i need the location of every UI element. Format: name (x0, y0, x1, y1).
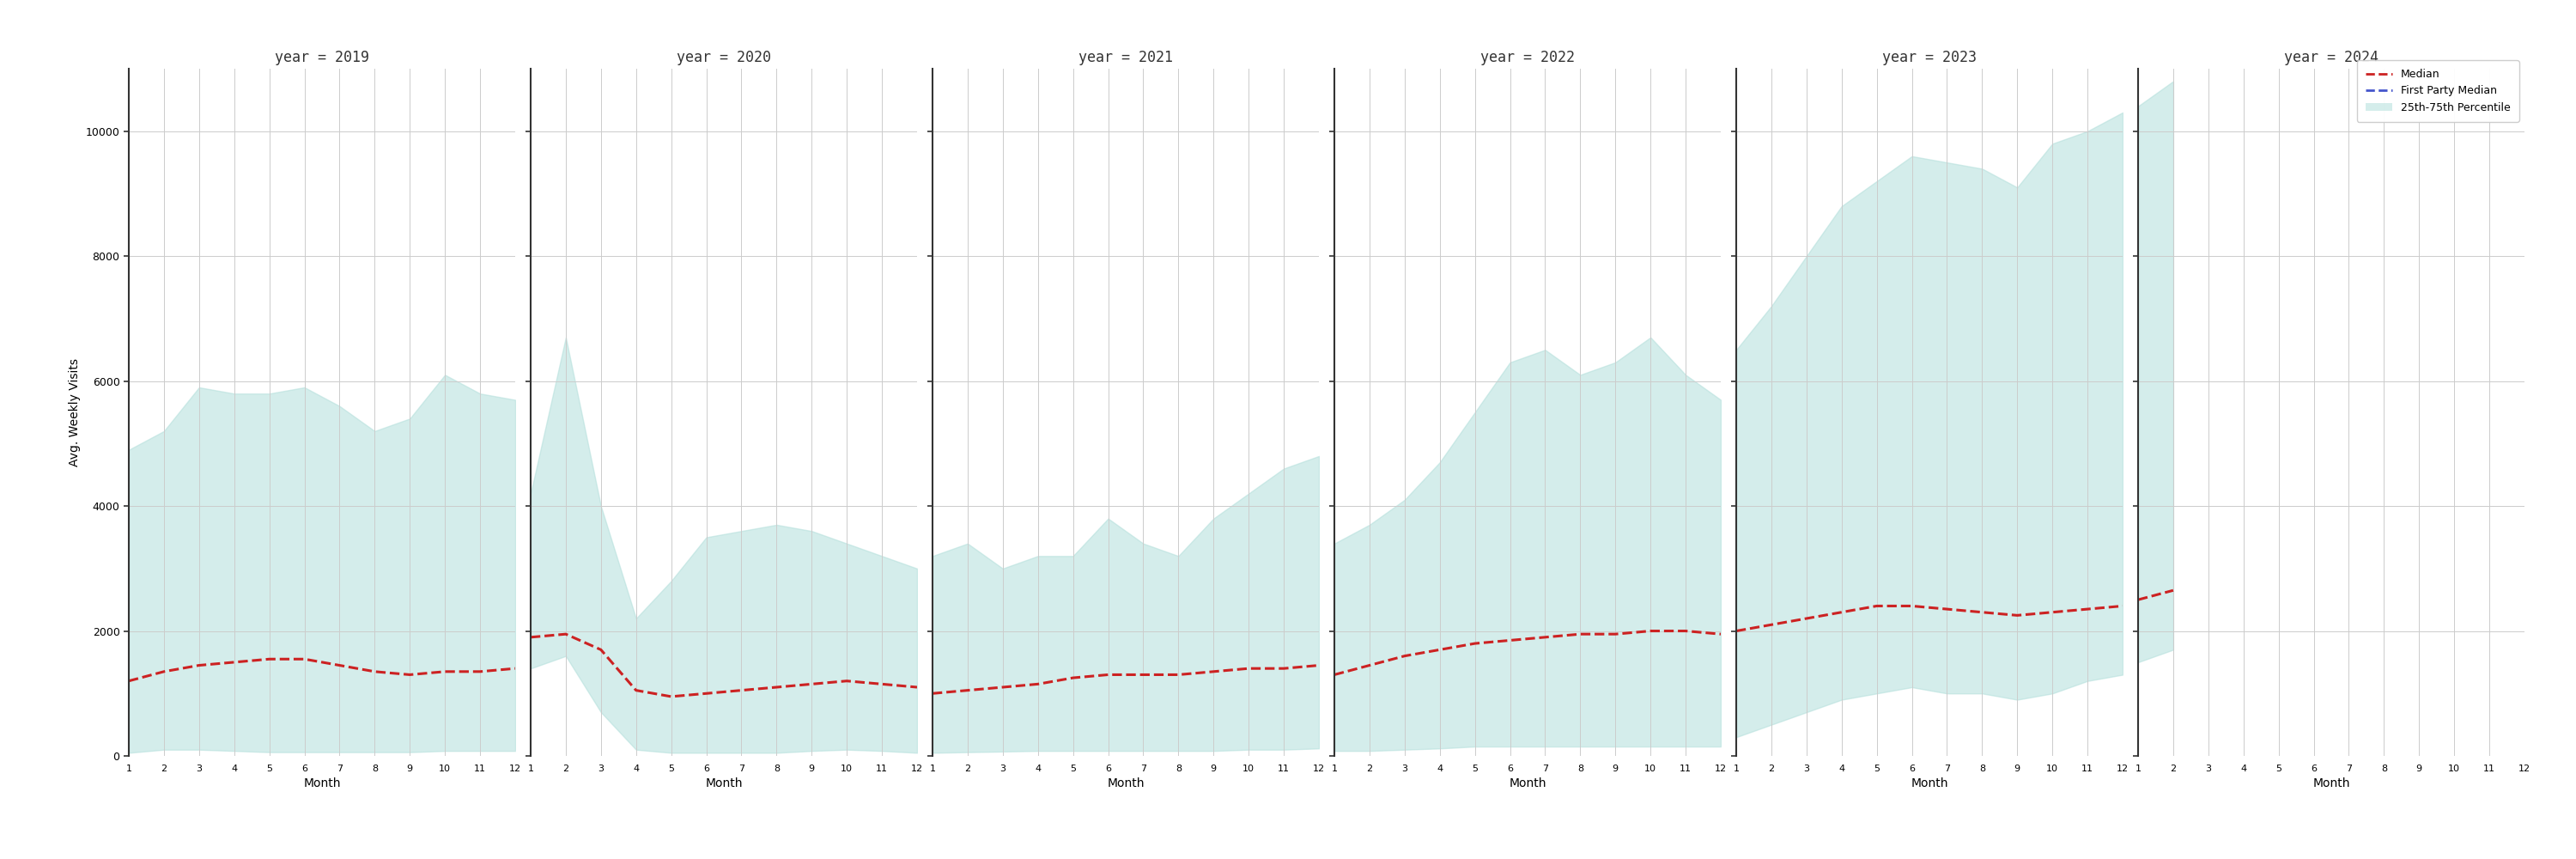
Median (987, 682, 1018, 692)
Median (953, 685, 984, 696)
Line: Median: Median (129, 659, 515, 681)
Median (255, 654, 286, 664)
Median (394, 669, 425, 679)
Median (1319, 669, 1350, 679)
Median (2071, 604, 2102, 614)
Median (2107, 600, 2138, 611)
Title: year = 2019: year = 2019 (276, 50, 368, 65)
Median (1162, 669, 1193, 679)
Median (183, 661, 214, 671)
Line: Median: Median (1736, 606, 2123, 631)
Median (113, 676, 144, 686)
Title: year = 2020: year = 2020 (677, 50, 770, 65)
Median (1965, 607, 1996, 618)
Title: year = 2024: year = 2024 (2285, 50, 2378, 65)
Median (726, 685, 757, 696)
Line: Median: Median (933, 666, 1319, 693)
Median (1128, 669, 1159, 679)
Median (1600, 629, 1631, 639)
Median (551, 629, 582, 639)
Median (1932, 604, 1963, 614)
Median (1494, 635, 1525, 645)
X-axis label: Month: Month (304, 777, 340, 789)
Median (430, 667, 461, 677)
Median (464, 667, 495, 677)
Median (2002, 610, 2032, 620)
Median (866, 679, 896, 689)
Median (1790, 613, 1821, 624)
Title: year = 2023: year = 2023 (1883, 50, 1976, 65)
Median (289, 654, 319, 664)
Median (1862, 600, 1893, 611)
Median (1705, 629, 1736, 639)
X-axis label: Month: Month (1510, 777, 1546, 789)
Median (1721, 626, 1752, 637)
Title: year = 2022: year = 2022 (1481, 50, 1574, 65)
Median (690, 688, 721, 698)
Median (1425, 644, 1455, 655)
Median (1388, 651, 1419, 661)
Median (1303, 661, 1334, 671)
Line: Median: Median (1334, 631, 1721, 674)
Median (1564, 629, 1595, 639)
X-axis label: Month: Month (1911, 777, 1947, 789)
Median (1636, 626, 1667, 637)
Median (1826, 607, 1857, 618)
Median (585, 644, 616, 655)
Median (2123, 594, 2154, 605)
Median (1023, 679, 1054, 689)
X-axis label: Month: Month (1108, 777, 1144, 789)
Median (1669, 626, 1700, 637)
Title: year = 2021: year = 2021 (1079, 50, 1172, 65)
Median (325, 661, 355, 671)
Median (917, 688, 948, 698)
Median (796, 679, 827, 689)
Median (149, 667, 180, 677)
Median (219, 657, 250, 667)
Median (621, 685, 652, 696)
Median (1059, 673, 1090, 683)
Median (832, 676, 863, 686)
Median (358, 667, 389, 677)
Median (760, 682, 791, 692)
Median (902, 682, 933, 692)
Median (1198, 667, 1229, 677)
Median (1757, 619, 1788, 630)
Median (500, 663, 531, 673)
Median (1092, 669, 1123, 679)
Median (2159, 585, 2190, 595)
X-axis label: Month: Month (2313, 777, 2349, 789)
Median (515, 632, 546, 643)
Median (657, 691, 688, 702)
Legend: Median, First Party Median, 25th-75th Percentile: Median, First Party Median, 25th-75th Pe… (2357, 60, 2519, 122)
Y-axis label: Avg. Weekly Visits: Avg. Weekly Visits (70, 358, 80, 466)
Median (1461, 638, 1492, 649)
Line: Median: Median (531, 634, 917, 697)
Median (1355, 661, 1386, 671)
Median (1234, 663, 1265, 673)
Median (1530, 632, 1561, 643)
Median (2038, 607, 2069, 618)
X-axis label: Month: Month (706, 777, 742, 789)
Line: Median: Median (2138, 590, 2174, 600)
Median (1267, 663, 1298, 673)
Median (1896, 600, 1927, 611)
